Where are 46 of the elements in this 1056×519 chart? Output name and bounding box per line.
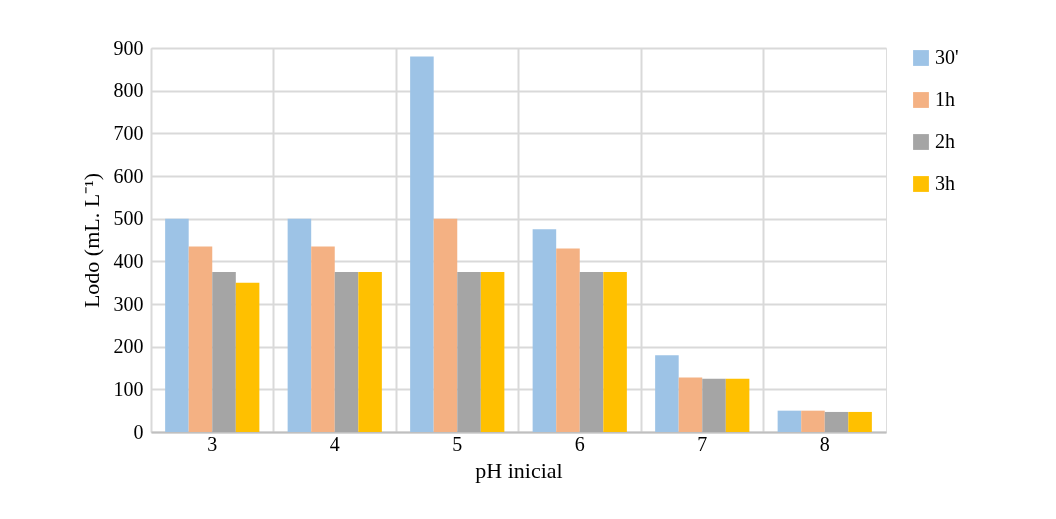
bar [235, 282, 260, 432]
bar [603, 272, 627, 432]
legend-label: 3h [935, 172, 955, 194]
bar [848, 411, 872, 432]
x-tick-label: 6 [574, 432, 585, 455]
y-tick-label: 200 [113, 335, 144, 358]
bar [358, 272, 382, 432]
bar [311, 246, 335, 432]
bar [480, 272, 505, 432]
x-tick-label: 3 [207, 432, 218, 455]
legend-label: 2h [935, 130, 955, 152]
bar [188, 246, 213, 432]
bar [457, 272, 481, 432]
bar [777, 410, 802, 432]
y-tick-label: 100 [113, 377, 144, 400]
y-tick-label: 600 [113, 164, 144, 187]
bar [678, 377, 703, 432]
bar [579, 272, 604, 432]
bar [556, 248, 580, 432]
bar [725, 378, 750, 432]
x-tick-label: 4 [329, 432, 340, 455]
bar [702, 378, 726, 432]
y-tick-label: 300 [113, 292, 144, 315]
x-tick-label: 7 [697, 432, 708, 455]
bar [410, 56, 434, 432]
bar [532, 229, 557, 432]
bar [801, 410, 825, 432]
y-tick-label: 700 [113, 121, 144, 144]
x-axis-title: pH inicial [475, 457, 563, 483]
y-tick-label: 500 [113, 207, 144, 230]
y-axis-title: Lodo (mL. L⁻¹) [78, 172, 104, 309]
y-tick-label: 0 [133, 420, 144, 443]
bar [824, 411, 849, 432]
bar [655, 355, 679, 432]
bar [334, 272, 359, 432]
y-tick-label: 400 [113, 249, 144, 272]
legend-label: 1h [935, 88, 955, 110]
legend-label: 30' [935, 46, 959, 68]
bar [212, 272, 236, 432]
bar [287, 218, 312, 432]
x-tick-label: 8 [819, 432, 830, 455]
y-tick-label: 900 [113, 36, 144, 59]
y-tick-label: 800 [113, 79, 144, 102]
bar [165, 218, 189, 432]
bar [433, 218, 458, 432]
x-tick-label: 5 [452, 432, 463, 455]
